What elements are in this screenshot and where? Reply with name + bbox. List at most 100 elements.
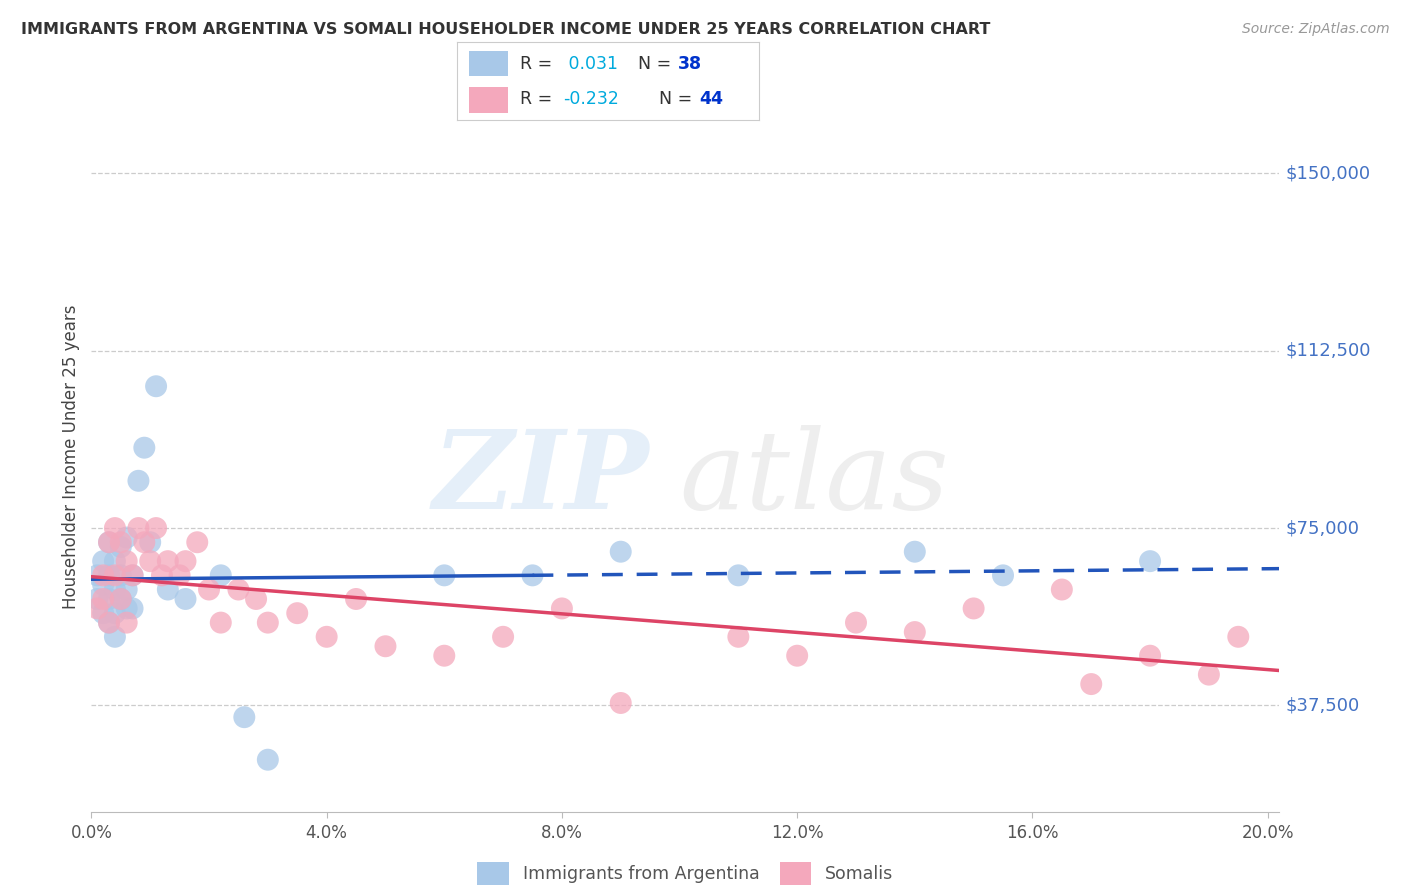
Point [256,753,278,767]
Point [121,568,143,582]
Point [86,568,108,582]
Point [91,578,114,592]
Point [91,606,114,620]
Point [110,540,132,554]
Point [91,592,114,607]
FancyBboxPatch shape [470,51,509,77]
Point [110,535,132,549]
Point [150,568,173,582]
Point [609,544,631,558]
Point [115,554,138,568]
Point [845,615,868,630]
Point [156,554,179,568]
Point [134,535,156,549]
Point [991,568,1014,582]
Point [492,630,515,644]
Point [174,554,197,568]
Point [551,601,574,615]
Point [233,710,256,724]
Point [962,601,984,615]
FancyBboxPatch shape [470,87,509,112]
Point [98,592,121,607]
Point [1198,667,1220,681]
Text: 38: 38 [678,54,702,72]
Text: $37,500: $37,500 [1285,697,1360,714]
Point [86,601,108,615]
Point [121,568,143,582]
Point [115,531,138,545]
Point [228,582,250,597]
Point [727,568,749,582]
Point [315,630,337,644]
Text: $150,000: $150,000 [1285,164,1371,183]
Text: $112,500: $112,500 [1285,342,1371,359]
Point [110,592,132,607]
Point [98,615,121,630]
Point [115,615,138,630]
Point [104,554,127,568]
Point [127,521,149,535]
Point [522,568,544,582]
Point [344,592,367,607]
Point [727,630,749,644]
Text: IMMIGRANTS FROM ARGENTINA VS SOMALI HOUSEHOLDER INCOME UNDER 25 YEARS CORRELATIO: IMMIGRANTS FROM ARGENTINA VS SOMALI HOUS… [21,22,990,37]
Point [98,535,121,549]
Point [121,601,143,615]
Point [169,568,191,582]
Text: R =: R = [520,90,553,108]
Point [91,568,114,582]
Point [1050,582,1073,597]
Point [1139,648,1161,663]
Point [904,544,927,558]
Point [115,601,138,615]
Point [91,554,114,568]
Point [104,582,127,597]
Point [1080,677,1102,691]
Point [139,554,162,568]
Point [786,648,808,663]
Point [1227,630,1250,644]
Text: Source: ZipAtlas.com: Source: ZipAtlas.com [1241,22,1389,37]
Point [145,379,167,393]
Point [98,535,121,549]
Text: $75,000: $75,000 [1285,519,1360,537]
Point [139,535,162,549]
Point [110,568,132,582]
Point [145,521,167,535]
Point [104,630,127,644]
Point [86,592,108,607]
Point [609,696,631,710]
Point [256,615,278,630]
Point [134,441,156,455]
Legend: Immigrants from Argentina, Somalis: Immigrants from Argentina, Somalis [478,863,893,885]
Text: 44: 44 [699,90,723,108]
Point [110,592,132,607]
Point [186,535,208,549]
Point [198,582,221,597]
Point [115,582,138,597]
Point [209,615,232,630]
Text: N =: N = [659,90,693,108]
Point [104,606,127,620]
Point [245,592,267,607]
Point [127,474,149,488]
Point [98,615,121,630]
Text: N =: N = [638,54,672,72]
Point [156,582,179,597]
Text: ZIP: ZIP [433,425,650,533]
Point [433,648,456,663]
Text: -0.232: -0.232 [562,90,619,108]
Point [285,606,308,620]
Text: 0.031: 0.031 [562,54,617,72]
Point [104,568,127,582]
Point [374,639,396,653]
Text: atlas: atlas [679,425,949,533]
Y-axis label: Householder Income Under 25 years: Householder Income Under 25 years [62,305,80,609]
Text: R =: R = [520,54,553,72]
Point [209,568,232,582]
Point [1139,554,1161,568]
Point [904,625,927,640]
Point [174,592,197,607]
Point [98,568,121,582]
Point [433,568,456,582]
